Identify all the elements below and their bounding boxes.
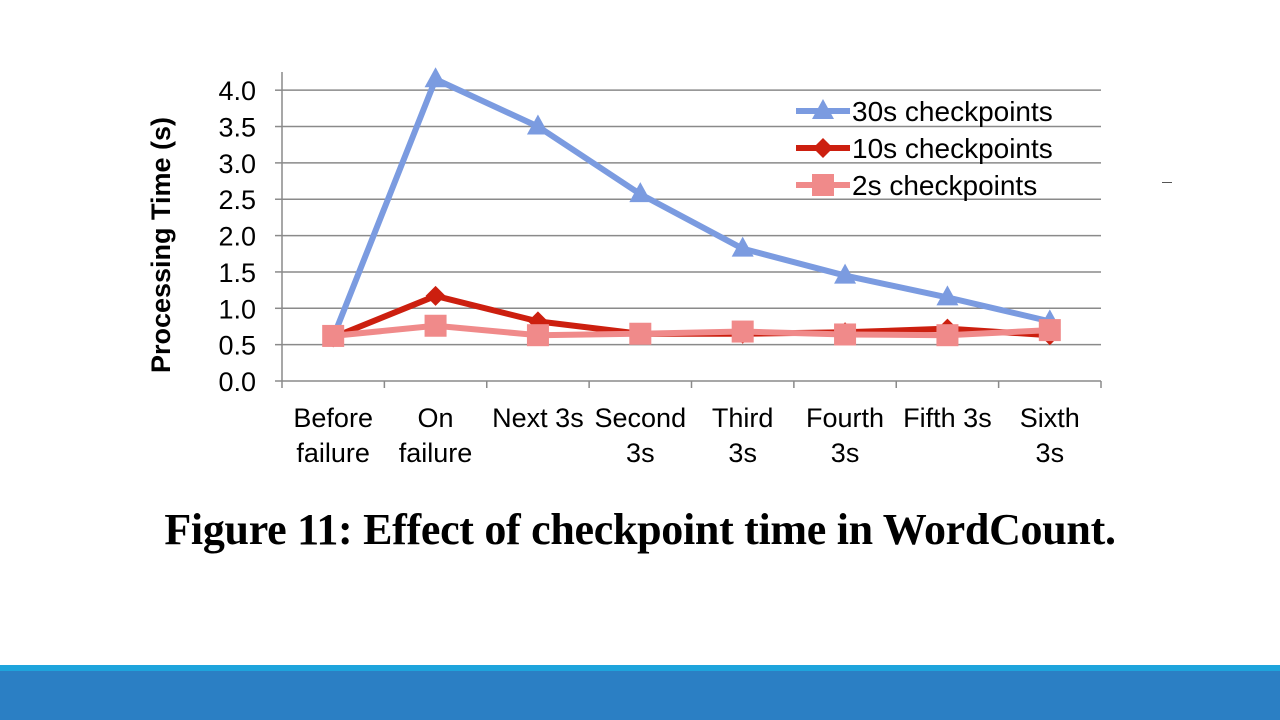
legend-label: 2s checkpoints [852,170,1037,201]
square-marker [812,174,834,196]
footer-bar-accent [0,665,1280,671]
x-tick-labels: Before failure On failure Next 3s Second 3s Thi… [293,403,1079,468]
footer-bar [0,671,1280,720]
series-line [330,76,1051,339]
y-tick-label: 0.0 [218,367,256,397]
figure-caption: Figure 11: Effect of checkpoint time in … [164,505,1116,554]
y-axis-label: Processing Time (s) [146,117,176,373]
square-marker [629,322,652,345]
x-tick-label: Fourth 3s [806,403,884,468]
series-2s-checkpoints [322,314,1061,347]
triangle-marker [731,236,754,257]
y-tick-label: 3.0 [218,149,256,179]
legend-label: 30s checkpoints [852,96,1053,127]
diamond-marker [813,138,833,158]
x-tick-label: Sixth 3s [1020,403,1080,468]
axes [275,72,1102,388]
y-tick-label: 4.0 [218,76,256,106]
x-tick-label: On failure [399,403,473,468]
triangle-marker [834,263,857,284]
y-tick-labels: 0.0 0.5 1.0 1.5 2.0 2.5 3.0 3.5 4.0 [218,76,256,397]
x-tick-label: Next 3s [492,403,584,433]
x-tick-label: Fifth 3s [903,403,992,433]
square-marker [322,324,345,347]
triangle-marker [629,182,652,203]
legend-label: 10s checkpoints [852,133,1053,164]
x-tick-label: Third 3s [712,403,774,468]
legend: 30s checkpoints 10s checkpoints 2s checkpo… [796,96,1053,201]
x-tick-label: Second 3s [595,403,687,468]
y-tick-label: 2.5 [218,185,256,215]
square-marker [424,314,447,337]
stray-mark [1162,182,1172,183]
triangle-marker [936,285,959,306]
square-marker [1038,319,1061,342]
y-tick-label: 2.0 [218,222,256,252]
y-tick-label: 3.5 [218,113,256,143]
series-line [332,322,1050,339]
y-tick-label: 1.0 [218,294,256,324]
x-tick-label: Before failure [293,403,373,468]
square-marker [936,324,959,347]
y-tick-label: 0.5 [218,331,256,361]
y-tick-label: 1.5 [218,258,256,288]
diamond-marker [425,285,446,306]
series-group [322,67,1061,348]
square-marker [731,320,754,343]
line-chart: 0.0 0.5 1.0 1.5 2.0 2.5 3.0 3.5 4.0 Before failur… [146,67,1102,468]
triangle-marker [424,67,447,88]
square-marker [526,324,549,347]
square-marker [834,323,857,346]
triangle-marker [812,99,834,119]
triangle-marker [526,114,549,135]
